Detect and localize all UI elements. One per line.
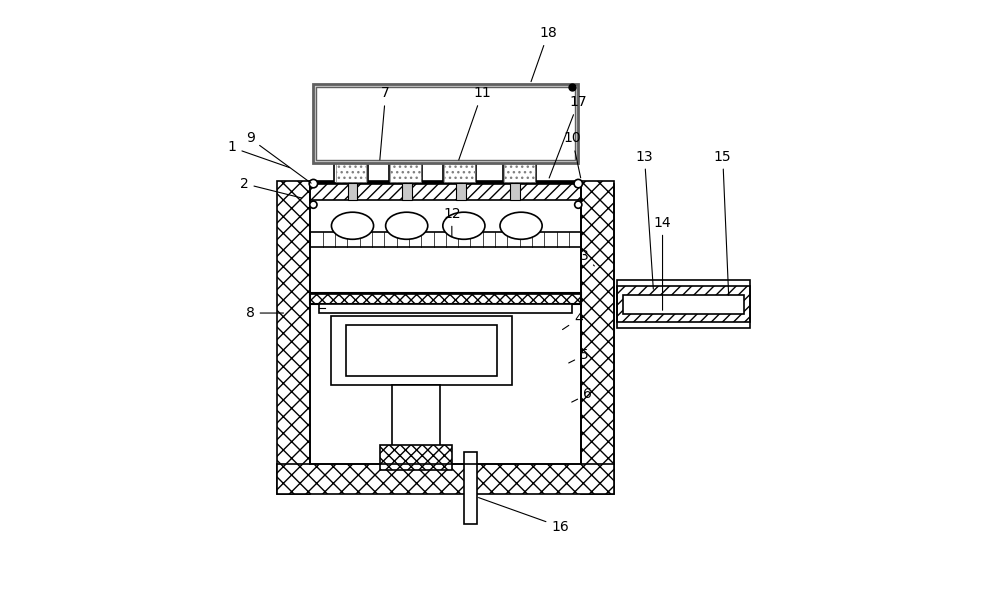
Text: 10: 10	[563, 131, 581, 178]
Bar	[319, 304, 572, 313]
Text: 18: 18	[531, 26, 557, 82]
Text: 2: 2	[240, 176, 302, 198]
Bar	[336, 163, 366, 182]
Bar	[346, 325, 497, 376]
Bar	[623, 295, 744, 314]
Text: 6: 6	[572, 387, 592, 402]
Circle shape	[310, 201, 317, 208]
Bar	[331, 316, 512, 385]
Circle shape	[309, 179, 318, 188]
Text: 9: 9	[246, 131, 311, 183]
Circle shape	[574, 179, 582, 188]
Bar	[504, 163, 535, 182]
Bar	[348, 183, 357, 200]
Bar	[313, 84, 578, 163]
Bar	[503, 162, 536, 183]
Bar	[334, 162, 368, 183]
Bar	[392, 385, 440, 452]
Bar	[402, 183, 412, 200]
Bar	[617, 286, 750, 322]
Bar	[443, 162, 476, 183]
Ellipse shape	[500, 212, 542, 240]
Ellipse shape	[443, 212, 485, 240]
Text: 12: 12	[443, 206, 461, 237]
Bar	[617, 280, 750, 328]
Bar	[310, 181, 581, 184]
Bar	[464, 452, 477, 524]
Circle shape	[575, 201, 582, 208]
Bar	[310, 292, 581, 294]
Bar	[310, 183, 581, 200]
Bar	[277, 464, 614, 494]
Bar	[510, 183, 520, 200]
Text: 5: 5	[569, 348, 589, 363]
Bar	[444, 163, 475, 182]
Bar	[277, 181, 310, 494]
Text: 16: 16	[479, 498, 569, 534]
Text: 15: 15	[714, 149, 732, 295]
Text: 8: 8	[246, 306, 284, 320]
Bar	[581, 181, 614, 494]
Bar	[310, 293, 581, 304]
Text: 13: 13	[636, 149, 653, 289]
Text: 3: 3	[580, 249, 594, 266]
Text: 7: 7	[380, 86, 390, 160]
Ellipse shape	[386, 212, 428, 240]
Ellipse shape	[331, 212, 374, 240]
Bar	[390, 163, 421, 182]
Bar	[310, 232, 581, 247]
Text: 17: 17	[549, 95, 587, 178]
Text: 4: 4	[563, 312, 583, 329]
Bar	[316, 87, 575, 160]
Bar	[380, 445, 452, 470]
Text: 14: 14	[654, 216, 671, 310]
Text: 11: 11	[459, 86, 491, 160]
Bar	[389, 162, 422, 183]
Bar	[456, 183, 466, 200]
Text: 1: 1	[228, 140, 290, 167]
